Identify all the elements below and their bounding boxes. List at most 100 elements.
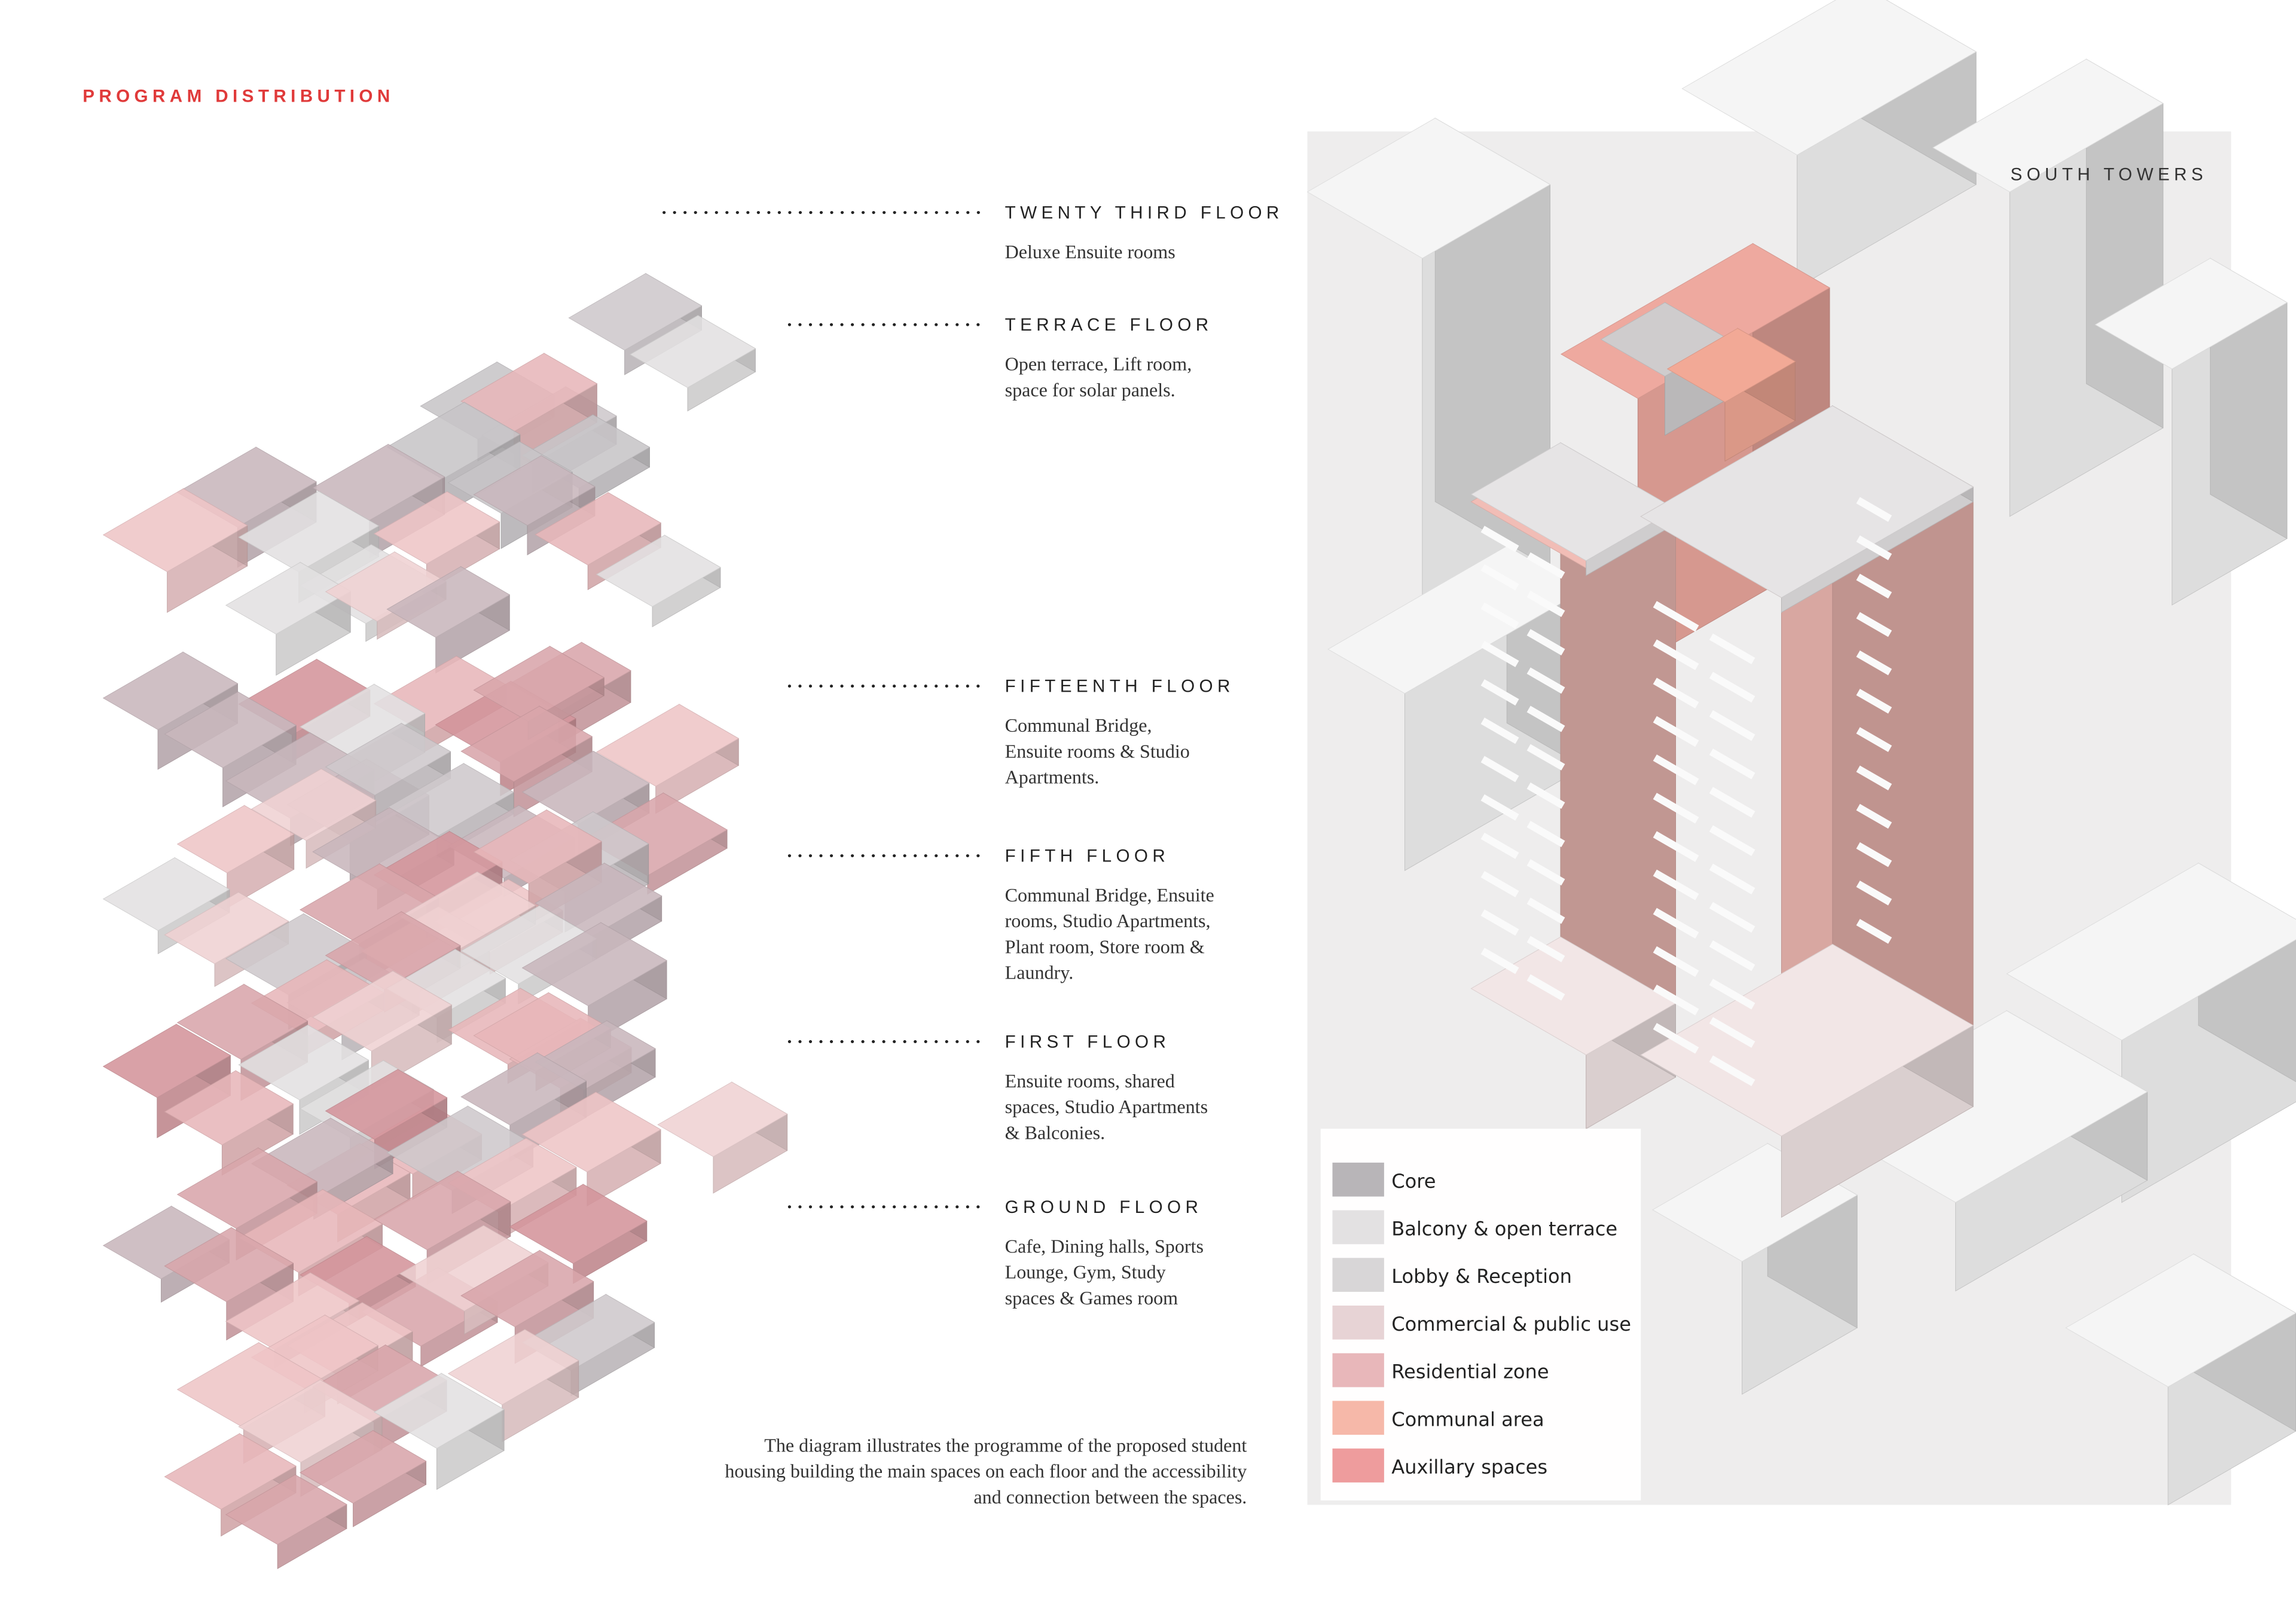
block-top [509, 1184, 648, 1264]
balcony [1480, 717, 1519, 744]
balcony [1526, 974, 1565, 1001]
balcony [1709, 863, 1755, 895]
balcony [1856, 842, 1892, 867]
balcony [1653, 1023, 1699, 1054]
block [164, 1070, 294, 1176]
block [176, 805, 295, 909]
legend-label: Residential zone [1391, 1361, 1549, 1383]
balcony [1856, 535, 1892, 561]
block-top [1681, 0, 1977, 155]
floor-description: Deluxe Ensuite rooms [1005, 241, 1176, 262]
balcony [1526, 744, 1565, 771]
floor-diagram [102, 273, 788, 1569]
balcony [1709, 1055, 1755, 1086]
balcony [1709, 901, 1755, 933]
balcony [1709, 787, 1755, 818]
block-top [521, 1092, 661, 1172]
legend-label: Lobby & Reception [1391, 1265, 1572, 1288]
legend-swatch [1332, 1401, 1384, 1435]
page-title: PROGRAM DISTRIBUTION [83, 86, 394, 106]
balcony [1480, 871, 1519, 898]
balcony [1653, 793, 1699, 824]
block-top [102, 488, 248, 573]
balcony [1526, 629, 1565, 656]
block [1640, 943, 1974, 1218]
balcony [1526, 591, 1565, 618]
floor-name: FIFTH FLOOR [1005, 846, 1170, 866]
block-top [312, 970, 453, 1052]
block [102, 488, 248, 613]
balcony [1856, 650, 1892, 676]
block [1681, 0, 1977, 289]
block [596, 704, 740, 814]
block [596, 534, 721, 628]
floor-description: Ensuite rooms, shared [1005, 1070, 1175, 1092]
balcony [1709, 940, 1755, 971]
block-top [176, 983, 309, 1060]
balcony [1653, 754, 1699, 785]
balcony [1709, 1017, 1755, 1048]
block-top [460, 1052, 587, 1126]
caption-line: and connection between the spaces. [973, 1486, 1247, 1508]
floor-description: Lounge, Gym, Study [1005, 1261, 1166, 1283]
balcony [1709, 710, 1755, 741]
legend-label: Communal area [1391, 1408, 1544, 1431]
block [1666, 328, 1796, 462]
balcony [1709, 825, 1755, 856]
block-top [102, 857, 230, 931]
floor-description: & Balconies. [1005, 1121, 1106, 1143]
block [299, 1430, 427, 1527]
view-label: SOUTH TOWERS [2010, 164, 2208, 184]
balcony [1526, 936, 1565, 962]
block-top [373, 1170, 511, 1251]
legend-swatch [1332, 1353, 1384, 1387]
balcony [1526, 552, 1565, 579]
block-top [102, 1023, 231, 1098]
legend-swatch [1332, 1162, 1384, 1197]
balcony [1653, 985, 1699, 1016]
block-top [1932, 59, 2164, 192]
balcony [1526, 667, 1565, 694]
balcony [1526, 782, 1565, 809]
caption: The diagram illustrates the programme of… [725, 1435, 1247, 1508]
block [2065, 1254, 2296, 1506]
floor-description: Plant room, Store room & [1005, 936, 1205, 957]
floor-name: TWENTY THIRD FLOOR [1005, 203, 1284, 222]
balcony [1653, 907, 1699, 939]
block [509, 1184, 648, 1284]
block-top [164, 891, 289, 964]
block-top [596, 704, 740, 787]
balcony [1856, 881, 1892, 906]
block-top [225, 1272, 360, 1350]
block-top [535, 492, 662, 566]
balcony [1856, 727, 1892, 752]
block-top [373, 1373, 505, 1449]
balcony [1653, 677, 1699, 709]
block-top [176, 1147, 318, 1229]
block-top [386, 566, 511, 638]
block [225, 1474, 347, 1569]
block-top [1640, 405, 1974, 598]
balcony [1480, 564, 1519, 591]
block-top [460, 705, 593, 783]
balcony [1480, 525, 1519, 552]
block-top [102, 652, 239, 730]
block-top [596, 534, 721, 607]
floor-description: space for solar panels. [1005, 379, 1176, 401]
floor-name: FIFTEENTH FLOOR [1005, 677, 1235, 696]
block-top [325, 1069, 448, 1140]
floor-description: Cafe, Dining halls, Sports [1005, 1235, 1204, 1257]
block-top [657, 1081, 788, 1157]
block-top [521, 922, 667, 1007]
balcony [1526, 859, 1565, 886]
balcony [1526, 897, 1565, 924]
block [1814, 1010, 2148, 1292]
block-top [568, 273, 703, 351]
block-top [164, 1433, 297, 1510]
block-top [1306, 118, 1551, 259]
balcony [1480, 832, 1519, 859]
balcony [1480, 641, 1519, 668]
balcony [1856, 612, 1892, 637]
floor-labels: TWENTY THIRD FLOOR Deluxe Ensuite rooms TE… [662, 203, 1284, 1309]
